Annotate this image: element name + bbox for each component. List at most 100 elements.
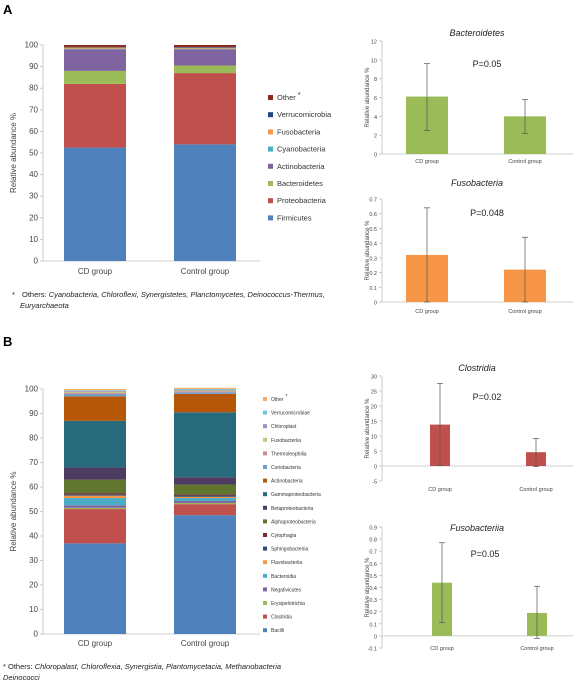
legend-swatch <box>263 519 267 524</box>
footnote-a-marker: * <box>12 290 15 299</box>
y-tick-label: 0 <box>374 153 377 159</box>
legend-label: Sphingobacteriia <box>271 547 308 553</box>
y-tick-label: 0.8 <box>369 538 377 544</box>
y-tick-label: 0 <box>34 257 39 266</box>
y-tick-label: 0.6 <box>369 212 377 218</box>
legend-swatch <box>268 112 273 118</box>
y-tick-label: -5 <box>372 480 377 486</box>
legend-label: Verrucomicrobiae <box>271 411 310 417</box>
y-tick-label: 0.2 <box>369 610 377 616</box>
y-tick-label: 90 <box>29 62 38 71</box>
x-category-label: CD group <box>430 646 454 652</box>
y-tick-label: 25 <box>371 390 377 396</box>
legend-label: Flavobacteriia <box>271 560 302 566</box>
chart-title: Fusobacteriia <box>450 523 504 533</box>
chart-a-fusobacteria: 0 0.1 0.2 0.3 0.4 0.5 0.6 0.7 Relative abundance… <box>365 178 573 315</box>
legend-swatch <box>263 628 267 633</box>
y-tick-label: 50 <box>29 149 38 158</box>
y-tick-label: 0 <box>374 301 377 307</box>
y-tick-label: 0 <box>374 634 377 640</box>
legend-label: Clostridia <box>271 615 292 621</box>
legend-label: Bacteroidetes <box>277 179 323 188</box>
footnote-b-marker: * <box>3 662 6 671</box>
legend-label: Alphaproteobacteria <box>271 519 316 525</box>
bar-segment <box>174 515 236 634</box>
y-tick-label: 70 <box>29 105 38 114</box>
y-tick-label: 80 <box>29 434 38 443</box>
chart-title: Bacteroidetes <box>449 28 505 38</box>
legend-swatch <box>263 560 267 565</box>
legend-swatch <box>268 181 273 186</box>
legend-swatch <box>263 601 267 605</box>
y-tick-label: 2 <box>374 134 377 140</box>
y-axis-title: Relative abundance % <box>9 471 18 551</box>
bar-segment <box>174 45 236 48</box>
bar-segment <box>174 504 236 516</box>
legend-label: Coriobacteria <box>271 465 301 471</box>
y-tick-label: 0.3 <box>369 256 377 262</box>
footnote-a-line1: * Others: Cyanobacteria, Chloroflexi, Sy… <box>12 290 325 299</box>
y-tick-label: 40 <box>29 170 38 179</box>
x-category-label: Control group <box>508 309 541 315</box>
bar-segment <box>174 498 236 501</box>
legend-swatch <box>263 533 267 537</box>
y-tick-label: 0.2 <box>369 271 377 277</box>
y-tick-label: 40 <box>29 532 38 541</box>
y-tick-label: 8 <box>374 77 377 83</box>
legend-label: Cyanobacteria <box>277 145 326 154</box>
legend-label: Erysipelotrichia <box>271 601 305 607</box>
chart-b-fusobacteriia: -0.1 0 0.1 0.2 0.3 0.4 0.5 0.6 0.7 0.8 0.9 Relative… <box>365 523 573 653</box>
y-tick-label: 100 <box>25 41 39 50</box>
y-tick-label: 4 <box>374 115 377 121</box>
legend-swatch <box>263 397 267 401</box>
legend-swatch <box>268 163 273 169</box>
bar-segment <box>174 496 236 499</box>
legend-swatch <box>268 198 273 204</box>
footnote-b-line1: * Others: Chloropalast, Chloroflexia, Sy… <box>3 662 281 671</box>
y-tick-label: 0.9 <box>369 526 377 532</box>
y-tick-label: 0.6 <box>369 562 377 568</box>
footnote-b-text1: Chloropalast, Chloroflexia, Synergistia,… <box>35 662 281 671</box>
bar-segment <box>174 389 236 390</box>
footnote-a-text1: Cyanobacteria, Chloroflexi, Synergistete… <box>49 290 325 299</box>
p-value-annotation: P=0.05 <box>473 59 502 69</box>
chart-title: Clostridia <box>458 363 496 373</box>
legend-label: Betaproteobacteria <box>271 506 313 512</box>
bar-segment <box>174 412 236 478</box>
y-tick-label: 10 <box>371 435 377 441</box>
bar-segment <box>174 502 236 505</box>
bar-segment <box>64 49 126 71</box>
y-tick-label: 100 <box>25 385 39 394</box>
legend-label: Gammaproteobacteria <box>271 492 321 498</box>
y-tick-label: -0.1 <box>368 647 377 653</box>
legend-swatch <box>263 437 267 442</box>
legend-label: Fusobacteria <box>277 127 321 136</box>
bar-segment <box>64 45 126 47</box>
x-category-label: Control group <box>181 639 230 648</box>
bar-segment <box>64 392 126 394</box>
bar-segment <box>64 48 126 50</box>
panel-label-a: A <box>3 2 13 17</box>
p-value-annotation: P=0.05 <box>471 549 500 559</box>
footnote-b-line2: Deinococci <box>3 673 40 682</box>
legend-other-marker: * <box>286 394 288 400</box>
legend-label: Other * <box>271 394 288 403</box>
y-tick-label: 0.4 <box>369 242 377 248</box>
bar-segment <box>174 393 236 413</box>
y-tick-label: 20 <box>371 405 377 411</box>
legend-swatch <box>263 587 267 592</box>
bar-segment <box>174 47 236 49</box>
y-tick-label: 0 <box>374 465 377 471</box>
x-category-label: CD group <box>78 639 113 648</box>
legend-label: Bacilli <box>271 628 284 634</box>
bar-segment <box>174 47 236 48</box>
chart-title: Fusobacteria <box>451 178 503 188</box>
legend-swatch <box>263 614 267 619</box>
footnote-b-prefix: Others: <box>8 662 35 671</box>
legend-label: Actinobacteria <box>277 162 325 171</box>
y-tick-label: 0 <box>34 630 39 639</box>
y-tick-label: 30 <box>29 192 38 201</box>
bar-segment <box>174 49 236 66</box>
bar-segment <box>174 387 236 389</box>
bar-segment <box>174 65 236 74</box>
